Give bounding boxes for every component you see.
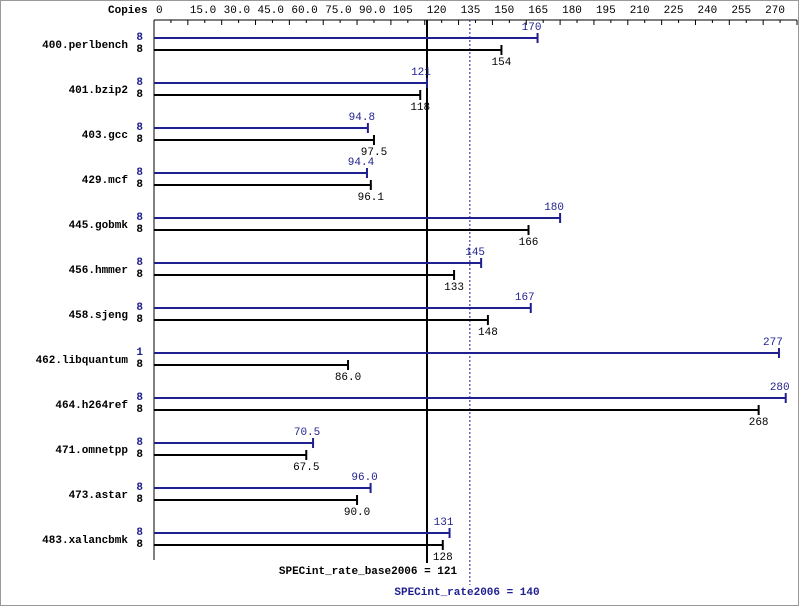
value-label: 268 — [749, 417, 769, 429]
copies-label: 8 — [136, 179, 143, 191]
x-tick-label: 255 — [731, 5, 751, 17]
copies-label: 8 — [136, 482, 143, 494]
value-label: 90.0 — [344, 507, 370, 519]
copies-label: 8 — [136, 404, 143, 416]
x-tick-label: 0 — [156, 5, 163, 17]
value-label: 97.5 — [361, 147, 387, 159]
x-tick-label: 240 — [697, 5, 717, 17]
copies-label: 8 — [136, 134, 143, 146]
copies-label: 8 — [136, 494, 143, 506]
copies-label: 8 — [136, 32, 143, 44]
copies-label: 1 — [136, 347, 143, 359]
copies-label: 8 — [136, 527, 143, 539]
copies-label: 8 — [136, 437, 143, 449]
x-tick-label: 210 — [630, 5, 650, 17]
value-label: 67.5 — [293, 462, 319, 474]
benchmark-name: 483.xalancbmk — [42, 535, 128, 547]
benchmark-name: 456.hmmer — [69, 265, 128, 277]
benchmark-name: 464.h264ref — [55, 400, 128, 412]
value-label: 131 — [434, 517, 454, 529]
copies-label: 8 — [136, 167, 143, 179]
value-label: 167 — [515, 292, 535, 304]
benchmark-name: 400.perlbench — [42, 40, 128, 52]
x-tick-label: 105 — [393, 5, 413, 17]
benchmark-name: 458.sjeng — [69, 310, 128, 322]
value-label: 170 — [522, 22, 542, 34]
copies-label: 8 — [136, 314, 143, 326]
value-label: 133 — [444, 282, 464, 294]
x-tick-label: 270 — [765, 5, 785, 17]
value-label: 280 — [770, 382, 790, 394]
x-tick-label: 165 — [528, 5, 548, 17]
value-label: 70.5 — [294, 427, 320, 439]
benchmark-name: 401.bzip2 — [69, 85, 128, 97]
value-label: 94.4 — [348, 157, 375, 169]
copies-label: 8 — [136, 359, 143, 371]
x-tick-label: 60.0 — [291, 5, 317, 17]
benchmark-name: 471.omnetpp — [55, 445, 128, 457]
x-tick-label: 135 — [461, 5, 481, 17]
x-label: Copies — [108, 5, 148, 17]
x-tick-label: 180 — [562, 5, 582, 17]
benchmark-name: 429.mcf — [82, 175, 129, 187]
benchmark-name: 445.gobmk — [69, 220, 129, 232]
value-label: 96.1 — [358, 192, 385, 204]
x-tick-label: 90.0 — [359, 5, 385, 17]
benchmark-name: 473.astar — [69, 490, 128, 502]
value-label: 118 — [410, 102, 430, 114]
copies-label: 8 — [136, 77, 143, 89]
benchmark-name: 462.libquantum — [36, 355, 129, 367]
copies-label: 8 — [136, 122, 143, 134]
value-label: 128 — [433, 552, 453, 564]
copies-label: 8 — [136, 269, 143, 281]
x-tick-label: 45.0 — [258, 5, 284, 17]
x-tick-label: 15.0 — [190, 5, 216, 17]
value-label: 121 — [411, 67, 431, 79]
copies-label: 8 — [136, 539, 143, 551]
value-label: 96.0 — [351, 472, 377, 484]
value-label: 145 — [465, 247, 485, 259]
copies-label: 8 — [136, 212, 143, 224]
copies-label: 8 — [136, 224, 143, 236]
value-label: 277 — [763, 337, 783, 349]
reference-label: SPECint_rate_base2006 = 121 — [279, 566, 458, 578]
x-tick-label: 225 — [664, 5, 684, 17]
value-label: 94.8 — [349, 112, 375, 124]
value-label: 154 — [492, 57, 512, 69]
reference-label: SPECint_rate2006 = 140 — [394, 587, 539, 599]
x-tick-label: 120 — [427, 5, 447, 17]
x-tick-label: 75.0 — [325, 5, 351, 17]
copies-label: 8 — [136, 44, 143, 56]
x-tick-label: 195 — [596, 5, 616, 17]
copies-label: 8 — [136, 89, 143, 101]
value-label: 166 — [519, 237, 539, 249]
value-label: 148 — [478, 327, 498, 339]
x-tick-label: 30.0 — [224, 5, 250, 17]
benchmark-name: 403.gcc — [82, 130, 128, 142]
value-label: 180 — [544, 202, 564, 214]
copies-label: 8 — [136, 302, 143, 314]
value-label: 86.0 — [335, 372, 361, 384]
copies-label: 8 — [136, 392, 143, 404]
copies-label: 8 — [136, 257, 143, 269]
copies-label: 8 — [136, 449, 143, 461]
x-tick-label: 150 — [494, 5, 514, 17]
